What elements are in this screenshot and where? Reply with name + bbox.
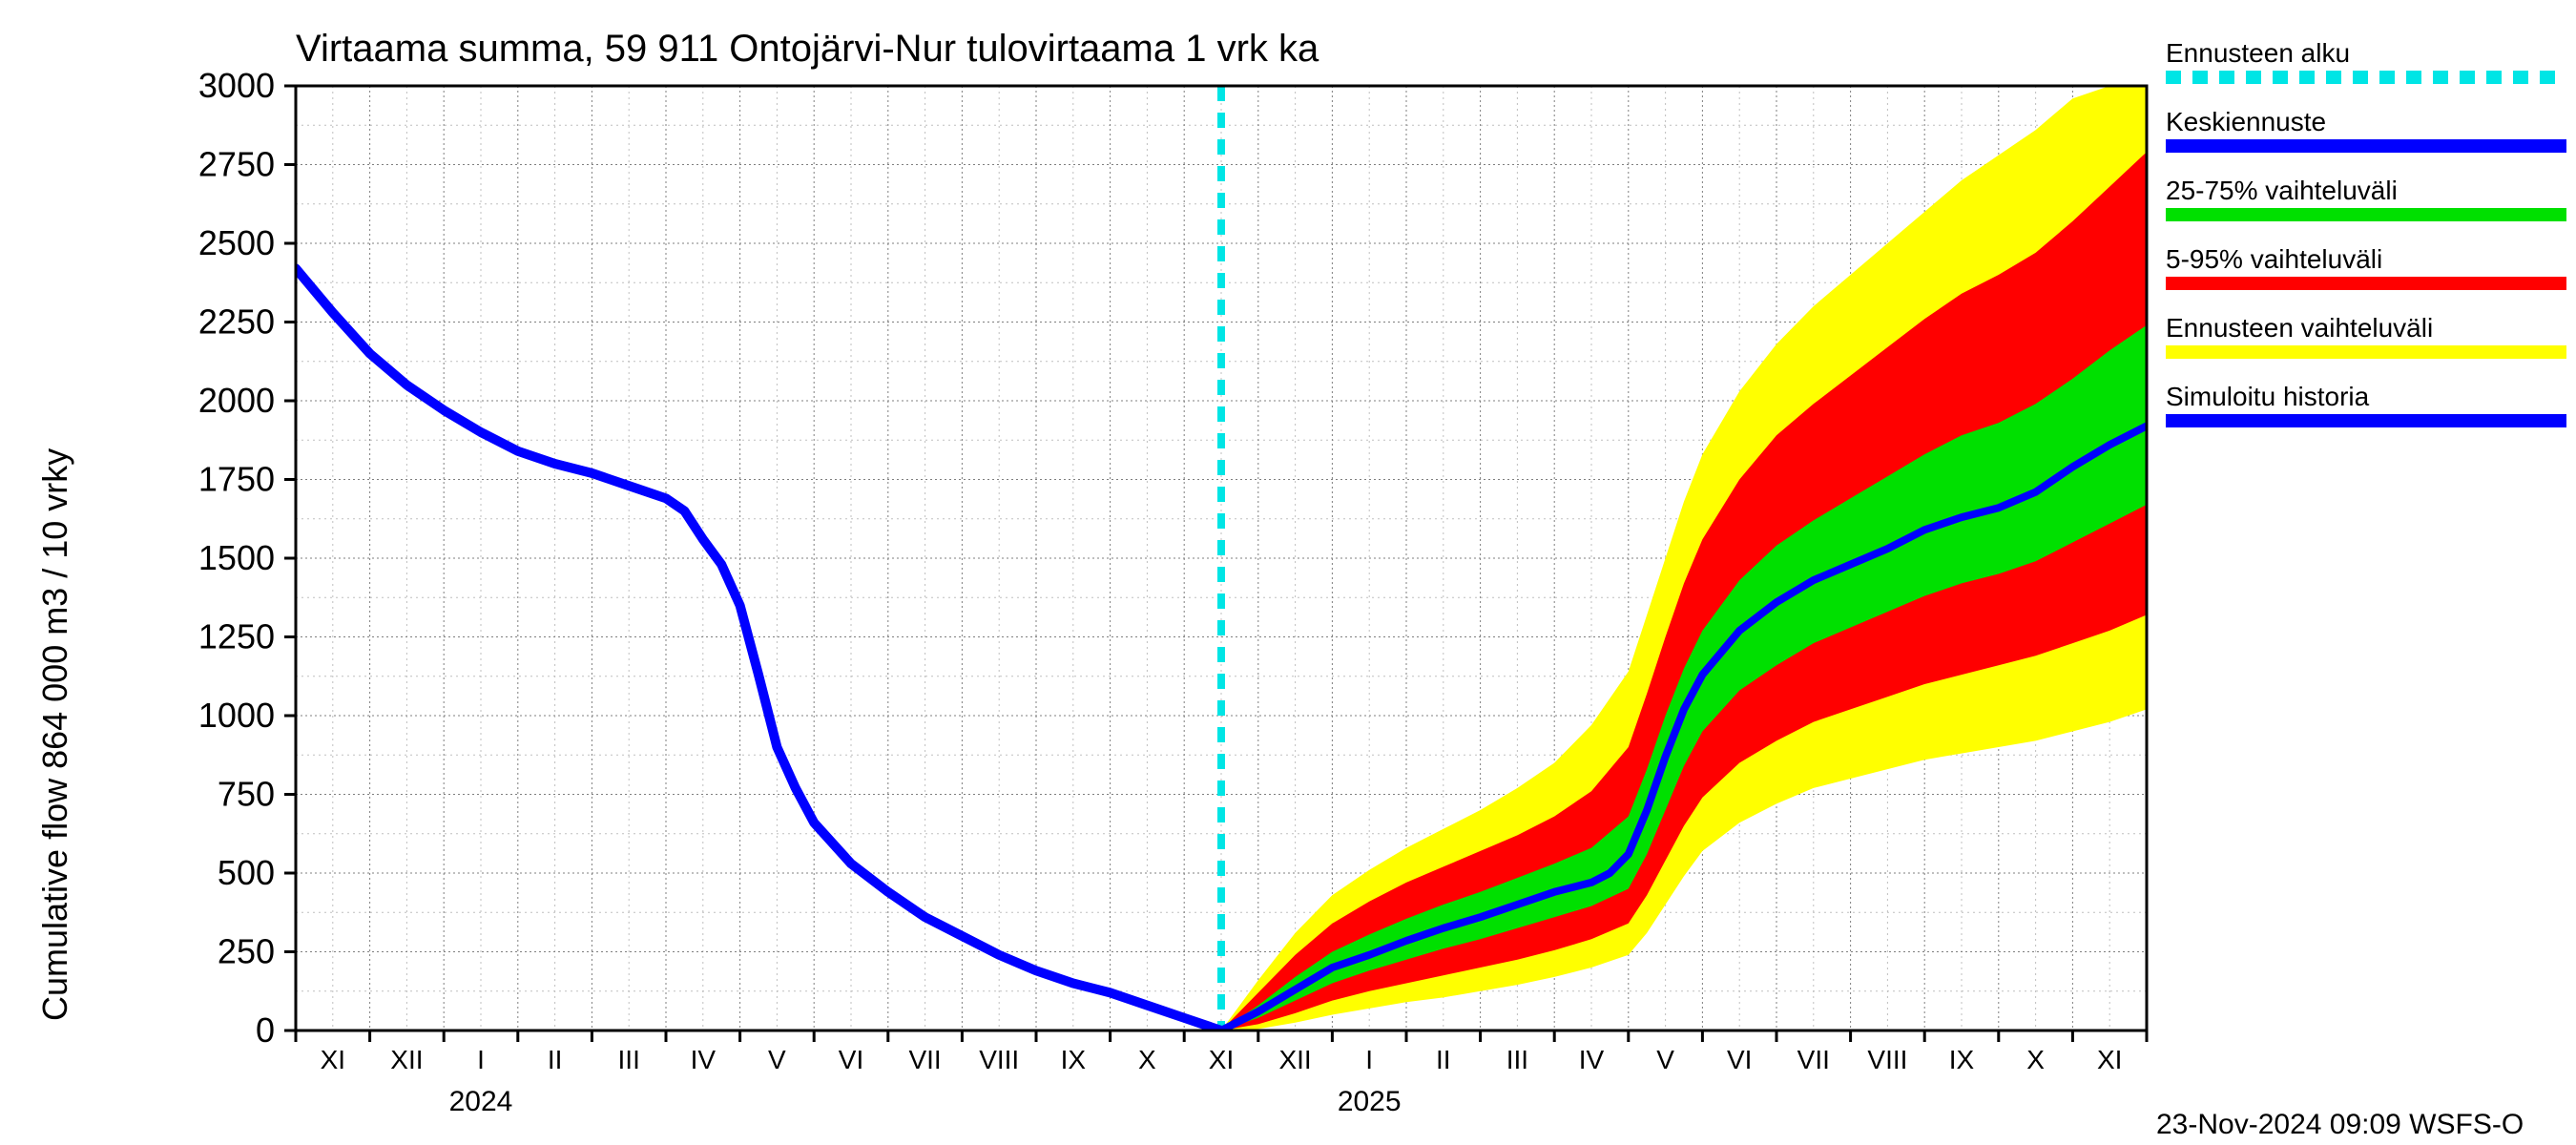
y-tick-label: 0 [256, 1010, 275, 1050]
x-month-label: III [1506, 1045, 1528, 1074]
legend-swatch [2166, 208, 2566, 221]
legend-entry: 5-95% vaihteluväli [2166, 244, 2566, 290]
legend-label: Simuloitu historia [2166, 382, 2566, 414]
x-year-label: 2024 [449, 1086, 513, 1117]
x-month-label: V [1656, 1045, 1674, 1074]
legend-entry: 25-75% vaihteluväli [2166, 176, 2566, 221]
y-tick-label: 2500 [198, 223, 275, 262]
y-tick-label: 2750 [198, 145, 275, 184]
x-month-label: II [1436, 1045, 1451, 1074]
x-month-label: VIII [1867, 1045, 1907, 1074]
x-month-label: II [548, 1045, 563, 1074]
y-tick-label: 3000 [198, 66, 275, 105]
legend-swatch [2166, 277, 2566, 290]
legend-entry: Ennusteen alku [2166, 38, 2566, 84]
x-month-label: V [768, 1045, 786, 1074]
x-month-label: XII [390, 1045, 423, 1074]
legend-label: 5-95% vaihteluväli [2166, 244, 2566, 277]
x-month-label: IX [1061, 1045, 1087, 1074]
legend-swatch [2166, 414, 2566, 427]
y-tick-label: 500 [218, 853, 275, 892]
x-month-label: XI [1209, 1045, 1234, 1074]
y-tick-label: 1750 [198, 460, 275, 499]
chart-title: Virtaama summa, 59 911 Ontojärvi-Nur tul… [296, 28, 1319, 70]
legend-label: 25-75% vaihteluväli [2166, 176, 2566, 208]
x-month-label: XI [2097, 1045, 2122, 1074]
x-year-label: 2025 [1338, 1086, 1402, 1117]
x-month-label: III [618, 1045, 640, 1074]
x-month-label: X [2026, 1045, 2045, 1074]
legend-label: Keskiennuste [2166, 107, 2566, 139]
chart-svg: 0 250 500 750 1000 1250 1500 1750 2000 2250 2500 27… [0, 0, 2576, 1145]
legend-swatch [2166, 139, 2566, 153]
y-tick-label: 1250 [198, 617, 275, 656]
x-month-label: I [477, 1045, 485, 1074]
y-tick-label: 2000 [198, 381, 275, 420]
y-tick-label: 1000 [198, 696, 275, 735]
x-month-label: XII [1278, 1045, 1311, 1074]
legend-label: Ennusteen vaihteluväli [2166, 313, 2566, 345]
x-month-label: VII [908, 1045, 941, 1074]
footer-text: 23-Nov-2024 09:09 WSFS-O [2156, 1109, 2524, 1140]
y-tick-label: 2250 [198, 302, 275, 342]
y-axis-label: Cumulative flow 864 000 m3 / 10 vrky [35, 448, 74, 1021]
x-month-label: XI [321, 1045, 345, 1074]
x-month-label: VIII [979, 1045, 1019, 1074]
x-month-label: VI [839, 1045, 863, 1074]
y-tick-label: 1500 [198, 538, 275, 577]
x-month-label: I [1365, 1045, 1373, 1074]
x-month-label: IX [1949, 1045, 1975, 1074]
chart-container: 0 250 500 750 1000 1250 1500 1750 2000 2250 2500 27… [0, 0, 2576, 1145]
x-month-label: IV [1579, 1045, 1605, 1074]
legend-entry: Keskiennuste [2166, 107, 2566, 153]
history-line [296, 268, 1221, 1030]
legend-entry: Simuloitu historia [2166, 382, 2566, 427]
x-month-label: VI [1727, 1045, 1752, 1074]
x-month-label: X [1138, 1045, 1156, 1074]
legend-swatch [2166, 345, 2566, 359]
x-month-label: IV [691, 1045, 717, 1074]
legend-swatch [2166, 71, 2566, 84]
y-tick-label: 750 [218, 775, 275, 814]
legend-label: Ennusteen alku [2166, 38, 2566, 71]
y-tick-label: 250 [218, 932, 275, 971]
x-month-label: VII [1797, 1045, 1830, 1074]
legend-entry: Ennusteen vaihteluväli [2166, 313, 2566, 359]
